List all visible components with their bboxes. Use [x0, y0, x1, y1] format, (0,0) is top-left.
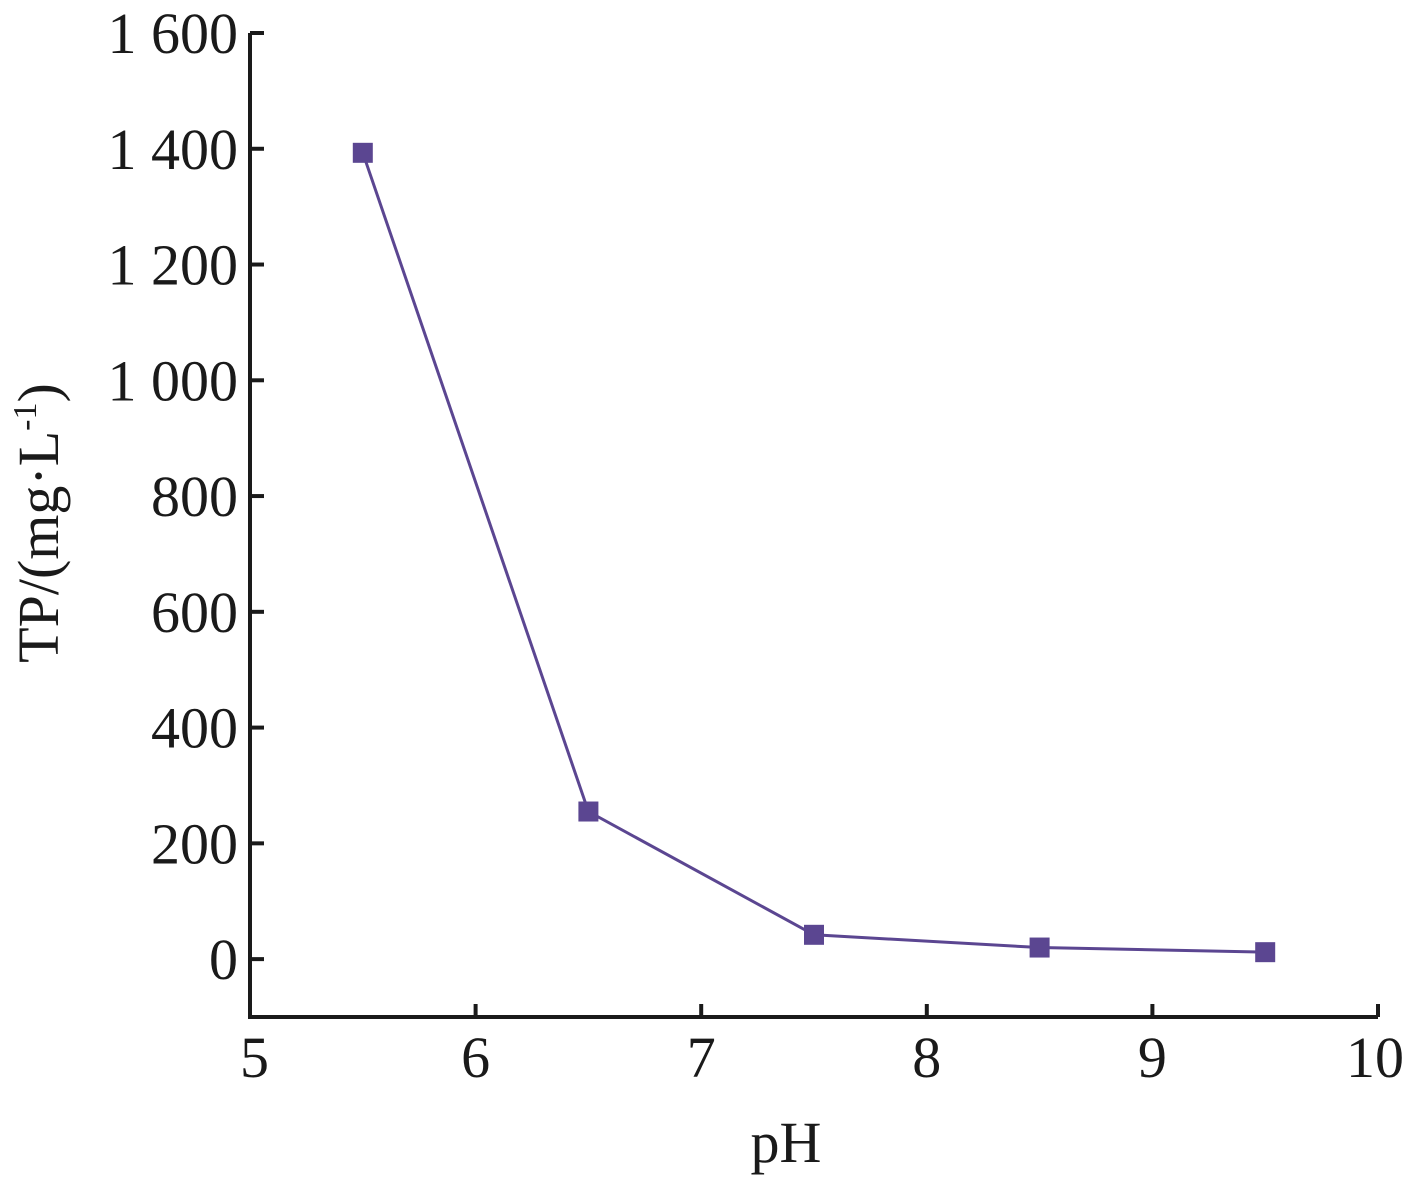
x-tick-label: 7	[687, 1025, 716, 1090]
data-point-marker	[352, 142, 373, 163]
axes: 0 200 400 600 800 1 000 1 200 1 400 1 600 5 6 7 8 9 10	[108, 1, 1405, 1090]
x-tick-label: 5	[240, 1025, 269, 1090]
data-point-marker	[1255, 942, 1276, 963]
y-axis-title-main: TP/(mg·L	[6, 431, 71, 663]
x-tick-label: 10	[1346, 1025, 1404, 1090]
y-tick-label: 1 000	[108, 348, 239, 413]
series-layer	[352, 142, 1276, 963]
series-line	[361, 152, 1266, 954]
data-point-marker	[804, 924, 824, 945]
y-tick-label: 600	[151, 580, 238, 645]
y-tick-label: 400	[151, 696, 238, 761]
y-tick-label: 800	[151, 464, 238, 529]
x-tick-label: 9	[1138, 1025, 1167, 1090]
y-axis-title-superscript: -1	[7, 403, 44, 431]
x-tick-label: 6	[461, 1025, 490, 1090]
data-point-marker	[1029, 937, 1050, 958]
y-tick-label: 0	[209, 927, 238, 992]
x-tick-label: 8	[912, 1025, 941, 1090]
y-axis-title: TP/(mg·L-1)	[6, 383, 71, 663]
y-tick-label: 1 600	[108, 1, 239, 66]
y-tick-label: 1 200	[108, 233, 239, 298]
x-axis-title: pH	[751, 1110, 822, 1175]
y-axis-title-close: )	[6, 383, 71, 402]
y-tick-label: 1 400	[108, 117, 239, 182]
data-point-marker	[578, 801, 599, 822]
y-tick-label: 200	[151, 811, 238, 876]
